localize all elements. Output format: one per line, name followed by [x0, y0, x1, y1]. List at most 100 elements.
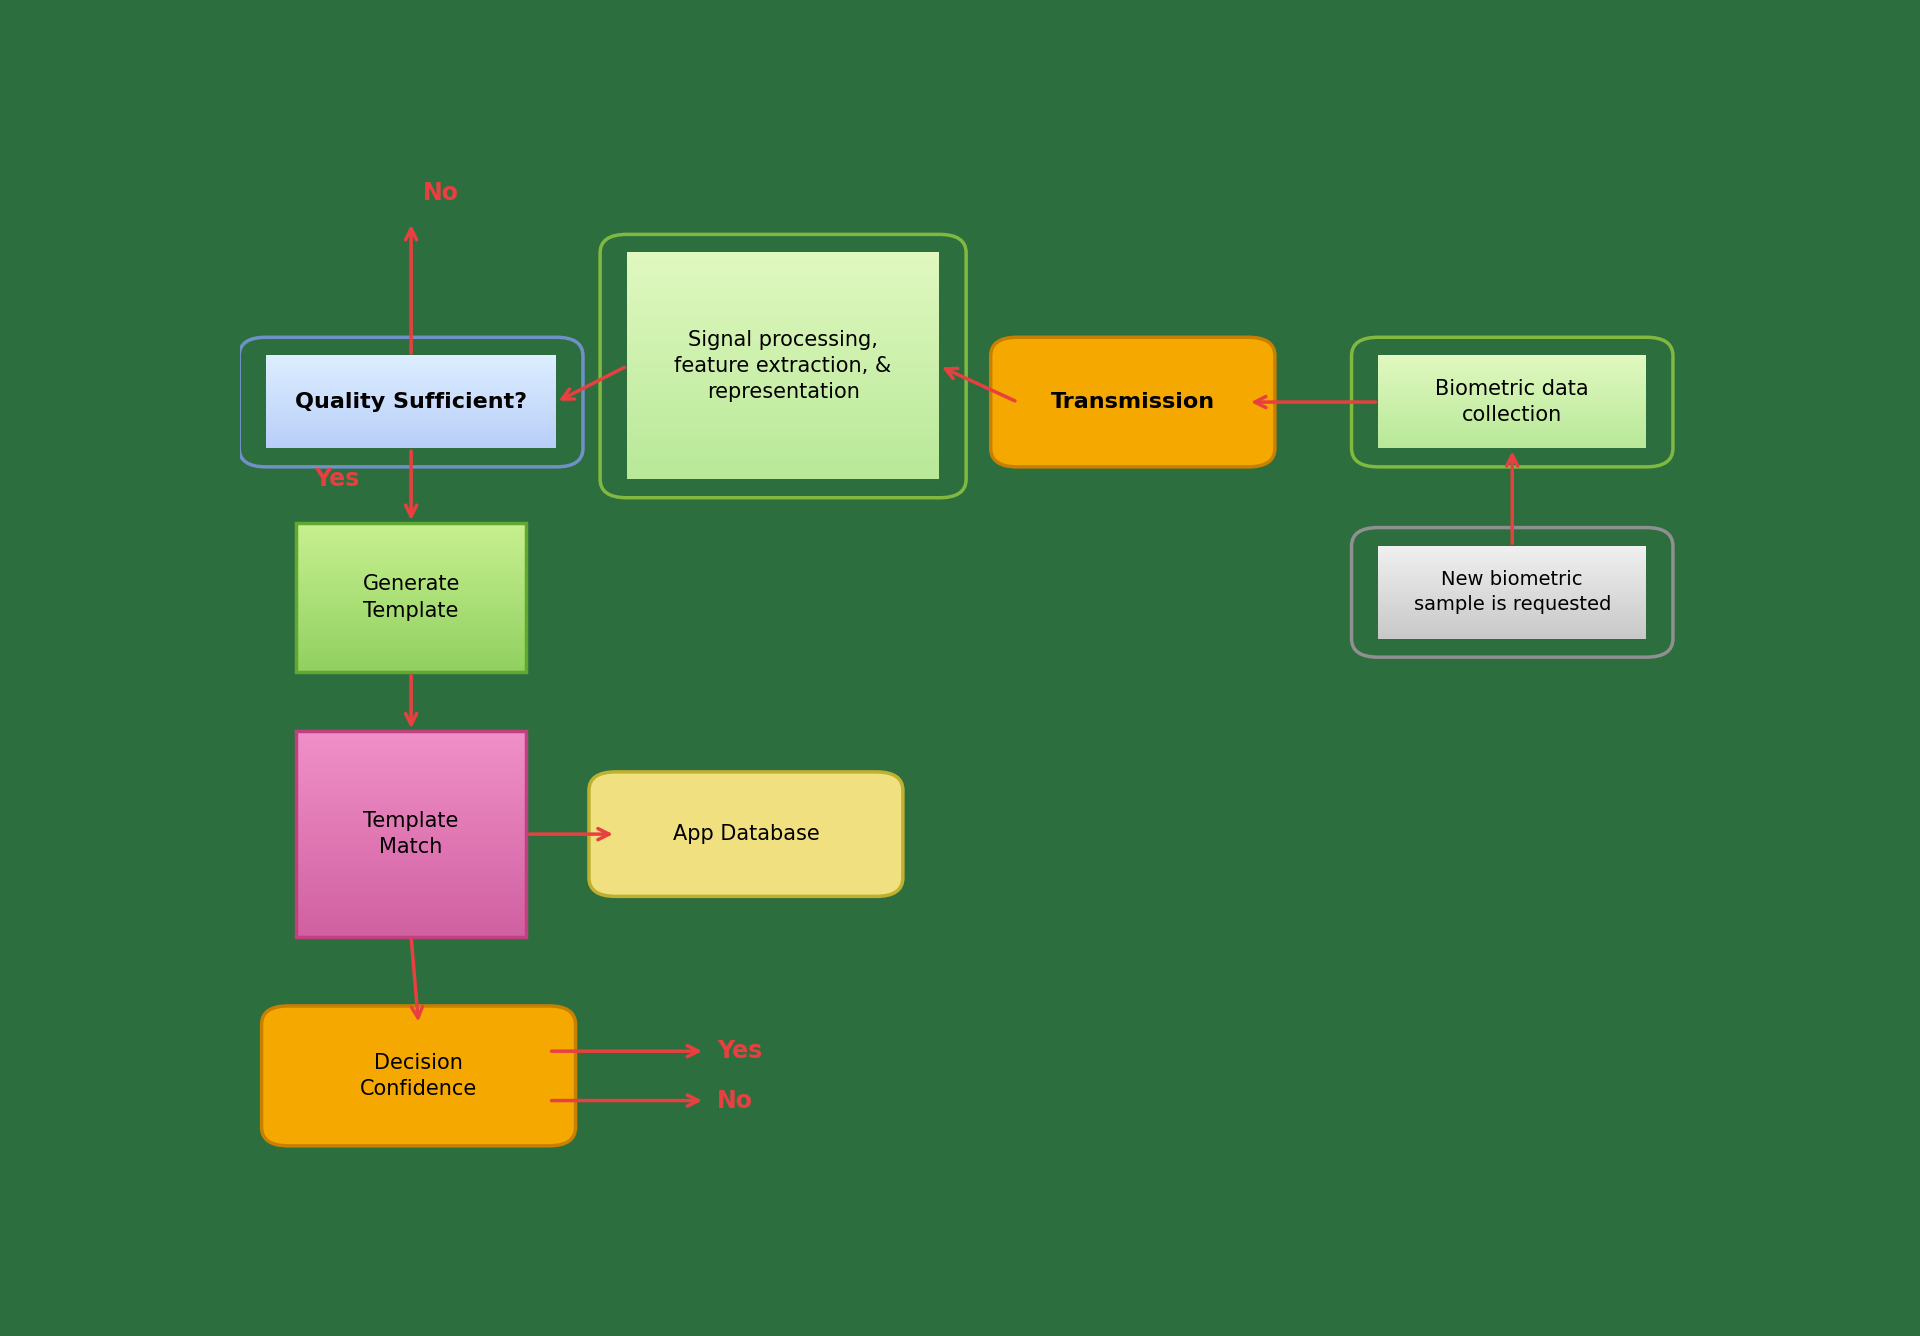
- FancyBboxPatch shape: [1379, 359, 1645, 362]
- FancyBboxPatch shape: [296, 736, 526, 739]
- FancyBboxPatch shape: [296, 826, 526, 828]
- FancyBboxPatch shape: [296, 756, 526, 760]
- FancyBboxPatch shape: [1379, 613, 1645, 615]
- FancyBboxPatch shape: [267, 379, 557, 381]
- FancyBboxPatch shape: [296, 578, 526, 581]
- Text: Quality Sufficient?: Quality Sufficient?: [296, 391, 528, 411]
- FancyBboxPatch shape: [626, 399, 939, 403]
- FancyBboxPatch shape: [1379, 381, 1645, 382]
- FancyBboxPatch shape: [626, 369, 939, 371]
- FancyBboxPatch shape: [1379, 386, 1645, 389]
- FancyBboxPatch shape: [1379, 625, 1645, 627]
- FancyBboxPatch shape: [267, 382, 557, 383]
- FancyBboxPatch shape: [296, 892, 526, 896]
- FancyBboxPatch shape: [296, 918, 526, 922]
- FancyBboxPatch shape: [296, 847, 526, 850]
- FancyBboxPatch shape: [626, 318, 939, 321]
- FancyBboxPatch shape: [296, 798, 526, 800]
- FancyBboxPatch shape: [296, 657, 526, 659]
- FancyBboxPatch shape: [296, 842, 526, 844]
- FancyBboxPatch shape: [1379, 619, 1645, 620]
- FancyBboxPatch shape: [267, 394, 557, 395]
- FancyBboxPatch shape: [296, 859, 526, 863]
- FancyBboxPatch shape: [1379, 574, 1645, 576]
- FancyBboxPatch shape: [296, 878, 526, 880]
- FancyBboxPatch shape: [296, 651, 526, 653]
- FancyBboxPatch shape: [267, 405, 557, 406]
- FancyBboxPatch shape: [1379, 373, 1645, 374]
- FancyBboxPatch shape: [626, 385, 939, 389]
- FancyBboxPatch shape: [1379, 601, 1645, 603]
- FancyBboxPatch shape: [267, 422, 557, 424]
- FancyBboxPatch shape: [267, 441, 557, 442]
- FancyBboxPatch shape: [267, 358, 557, 359]
- FancyBboxPatch shape: [296, 903, 526, 906]
- FancyBboxPatch shape: [296, 542, 526, 545]
- FancyBboxPatch shape: [626, 430, 939, 434]
- FancyBboxPatch shape: [296, 589, 526, 592]
- FancyBboxPatch shape: [296, 664, 526, 667]
- FancyBboxPatch shape: [1379, 403, 1645, 406]
- FancyBboxPatch shape: [1379, 363, 1645, 365]
- FancyBboxPatch shape: [1379, 420, 1645, 422]
- Text: No: No: [716, 1089, 753, 1113]
- FancyBboxPatch shape: [626, 267, 939, 270]
- FancyBboxPatch shape: [626, 417, 939, 420]
- FancyBboxPatch shape: [267, 425, 557, 426]
- FancyBboxPatch shape: [1379, 552, 1645, 553]
- FancyBboxPatch shape: [267, 363, 557, 365]
- FancyBboxPatch shape: [1379, 436, 1645, 437]
- FancyBboxPatch shape: [267, 381, 557, 382]
- FancyBboxPatch shape: [626, 476, 939, 480]
- FancyBboxPatch shape: [1379, 359, 1645, 361]
- FancyBboxPatch shape: [267, 426, 557, 428]
- FancyBboxPatch shape: [296, 790, 526, 794]
- FancyBboxPatch shape: [1379, 581, 1645, 582]
- FancyBboxPatch shape: [267, 370, 557, 371]
- FancyBboxPatch shape: [296, 795, 526, 798]
- FancyBboxPatch shape: [1379, 444, 1645, 445]
- FancyBboxPatch shape: [626, 354, 939, 358]
- FancyBboxPatch shape: [296, 934, 526, 937]
- FancyBboxPatch shape: [1379, 588, 1645, 589]
- FancyBboxPatch shape: [1379, 440, 1645, 441]
- FancyBboxPatch shape: [626, 442, 939, 445]
- FancyBboxPatch shape: [296, 532, 526, 534]
- FancyBboxPatch shape: [267, 406, 557, 407]
- FancyBboxPatch shape: [1379, 395, 1645, 397]
- FancyBboxPatch shape: [296, 923, 526, 927]
- FancyBboxPatch shape: [296, 867, 526, 870]
- FancyBboxPatch shape: [296, 780, 526, 783]
- FancyBboxPatch shape: [1379, 546, 1645, 548]
- FancyBboxPatch shape: [1379, 624, 1645, 627]
- FancyBboxPatch shape: [296, 623, 526, 625]
- FancyBboxPatch shape: [626, 298, 939, 301]
- Text: No: No: [422, 182, 459, 206]
- Text: New biometric
sample is requested: New biometric sample is requested: [1413, 570, 1611, 615]
- FancyBboxPatch shape: [296, 911, 526, 914]
- FancyBboxPatch shape: [267, 390, 557, 391]
- FancyBboxPatch shape: [296, 613, 526, 616]
- FancyBboxPatch shape: [296, 856, 526, 860]
- FancyBboxPatch shape: [1379, 632, 1645, 635]
- FancyBboxPatch shape: [1379, 593, 1645, 595]
- FancyBboxPatch shape: [296, 617, 526, 620]
- FancyBboxPatch shape: [1379, 393, 1645, 394]
- FancyBboxPatch shape: [296, 667, 526, 668]
- FancyBboxPatch shape: [267, 361, 557, 362]
- FancyBboxPatch shape: [267, 424, 557, 425]
- FancyBboxPatch shape: [296, 540, 526, 541]
- FancyBboxPatch shape: [589, 772, 902, 896]
- FancyBboxPatch shape: [626, 458, 939, 462]
- Text: Generate
Template: Generate Template: [363, 574, 459, 621]
- FancyBboxPatch shape: [267, 373, 557, 374]
- FancyBboxPatch shape: [267, 403, 557, 406]
- FancyBboxPatch shape: [1379, 545, 1645, 548]
- FancyBboxPatch shape: [296, 620, 526, 621]
- FancyBboxPatch shape: [1379, 428, 1645, 429]
- FancyBboxPatch shape: [296, 524, 526, 526]
- FancyBboxPatch shape: [267, 440, 557, 441]
- FancyBboxPatch shape: [1379, 591, 1645, 592]
- FancyBboxPatch shape: [267, 385, 557, 386]
- FancyBboxPatch shape: [1379, 405, 1645, 406]
